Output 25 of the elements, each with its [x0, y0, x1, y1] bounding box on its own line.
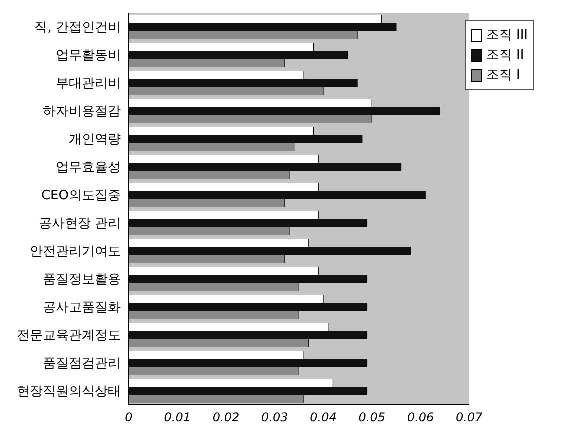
y-tick-label: 공사고품질화 — [43, 300, 121, 316]
y-tick-label: 품질점검관리 — [43, 356, 121, 372]
y-tick-label: 업무활동비 — [56, 48, 121, 64]
x-tick-label: 0.05 — [358, 410, 386, 425]
legend-label: 조직 III — [486, 27, 528, 44]
x-tick-label: 0.01 — [164, 410, 191, 425]
y-tick-label: 안전관리기여도 — [30, 244, 121, 260]
y-tick-label: 전문교육관계정도 — [17, 328, 121, 344]
y-tick-label: 업무효율성 — [56, 160, 121, 176]
x-tick-label: 0.07 — [456, 410, 484, 425]
x-tick-label: 0.03 — [262, 410, 288, 425]
y-tick-label: 직, 간접인건비 — [34, 20, 121, 36]
y-tick-label: 하자비용절감 — [43, 104, 121, 120]
legend-label: 조직 II — [486, 47, 524, 64]
legend-label: 조직 I — [486, 67, 520, 84]
y-tick-label: 현장직원의식상태 — [17, 384, 121, 400]
y-tick-label: 품질정보활용 — [43, 272, 121, 288]
x-tick-label: 0.06 — [407, 410, 434, 425]
x-tick-label: 0.02 — [212, 410, 240, 425]
y-tick-label: 개인역량 — [69, 132, 121, 148]
y-tick-label: 공사현장 관리 — [38, 216, 121, 232]
x-tick-label: 0 — [125, 410, 134, 425]
x-tick-label: 0.04 — [310, 410, 337, 425]
y-tick-label: CEO의도집중 — [41, 188, 121, 204]
y-tick-label: 부대관리비 — [56, 76, 121, 92]
